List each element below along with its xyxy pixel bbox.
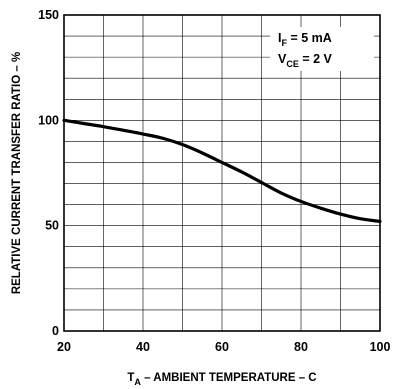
x-tick-label: 80	[294, 340, 308, 354]
x-tick-label: 40	[136, 340, 150, 354]
condition-if: IF = 5 mA	[278, 31, 332, 48]
x-axis-label: TA – AMBIENT TEMPERATURE – C	[127, 372, 316, 387]
y-tick-label: 50	[45, 219, 59, 233]
x-axis-label-text: – AMBIENT TEMPERATURE – C	[141, 372, 317, 384]
x-tick-labels: 20 40 60 80 100	[57, 340, 390, 354]
y-tick-label: 100	[38, 113, 59, 127]
x-axis-label-subscript: A	[134, 377, 141, 387]
condition-vce: VCE = 2 V	[278, 52, 333, 69]
y-tick-label: 150	[38, 8, 59, 22]
condition-vce-value: = 2 V	[299, 52, 333, 66]
x-tick-label: 60	[215, 340, 229, 354]
y-tick-labels: 0 50 100 150	[38, 8, 59, 338]
condition-vce-subscript: CE	[286, 59, 299, 69]
x-axis-label-symbol: T	[127, 372, 134, 384]
y-tick-label: 0	[52, 324, 59, 338]
condition-if-symbol: I	[278, 31, 281, 45]
condition-if-value: = 5 mA	[287, 31, 332, 45]
x-tick-label: 100	[370, 340, 391, 354]
legend-background	[270, 27, 374, 71]
condition-if-subscript: F	[281, 38, 287, 48]
series-line	[62, 118, 382, 224]
y-axis-label: RELATIVE CURRENT TRANSFER RATIO – %	[11, 52, 23, 294]
x-tick-label: 20	[57, 340, 71, 354]
condition-vce-symbol: V	[278, 52, 287, 66]
plot-frame	[63, 14, 381, 332]
